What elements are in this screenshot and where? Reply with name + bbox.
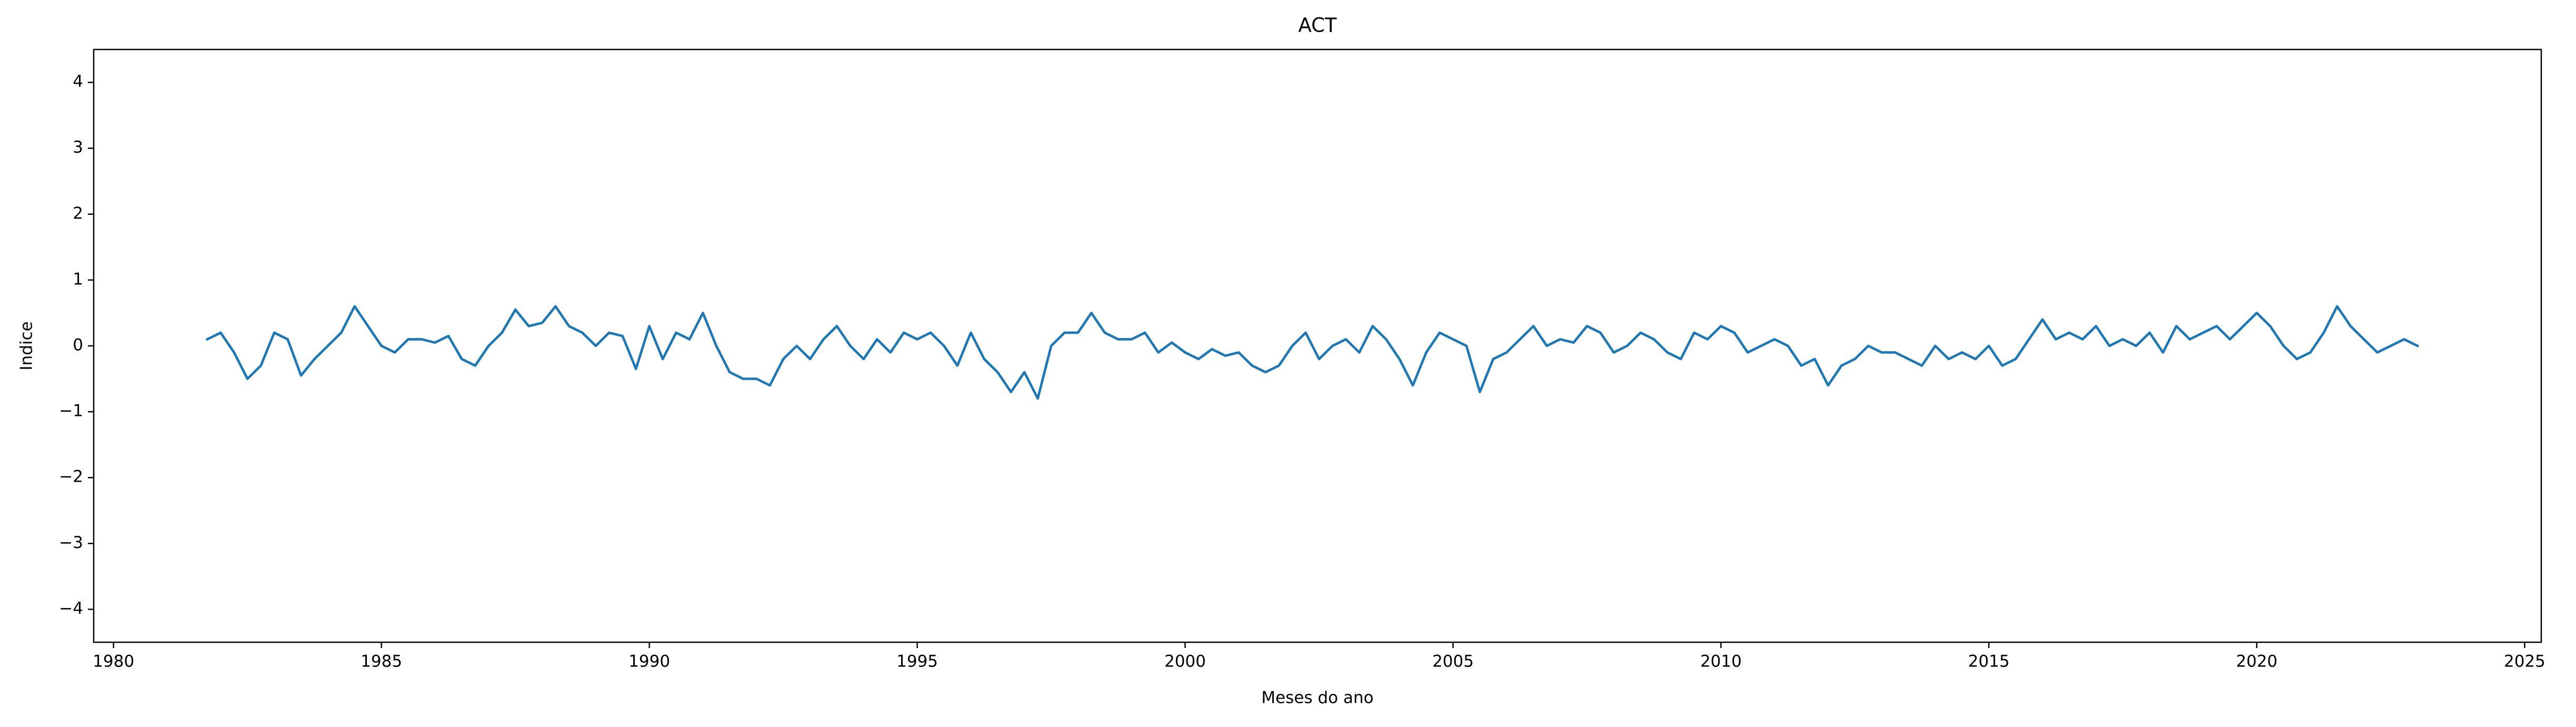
y-tick-label: 2	[73, 204, 83, 223]
y-tick-label: 3	[73, 138, 83, 157]
x-tick-label: 2010	[1700, 652, 1742, 671]
x-tick-label: 2000	[1164, 652, 1206, 671]
y-tick-label: −3	[59, 533, 83, 552]
x-tick-label: 1985	[361, 652, 402, 671]
y-tick-label: −1	[59, 402, 83, 421]
y-tick-label: 1	[73, 270, 83, 288]
x-tick-label: 1995	[896, 652, 938, 671]
x-tick-label: 1980	[93, 652, 134, 671]
data-line	[205, 305, 2419, 400]
y-tick-label: −2	[59, 467, 83, 486]
x-axis-label: Meses do ano	[1261, 689, 1373, 708]
y-tick-label: −4	[59, 599, 83, 618]
plot-frame	[93, 48, 2542, 643]
x-tick-label: 2015	[1968, 652, 2010, 671]
x-tick-label: 1990	[628, 652, 670, 671]
x-tick-label: 2025	[2504, 652, 2545, 671]
y-axis-label: Indice	[17, 321, 36, 370]
y-tick-label: 0	[73, 336, 83, 355]
x-tick-label: 2005	[1432, 652, 1474, 671]
y-tick-label: 4	[73, 72, 83, 91]
x-tick-label: 2020	[2236, 652, 2278, 671]
chart-title: ACT	[1298, 14, 1336, 37]
